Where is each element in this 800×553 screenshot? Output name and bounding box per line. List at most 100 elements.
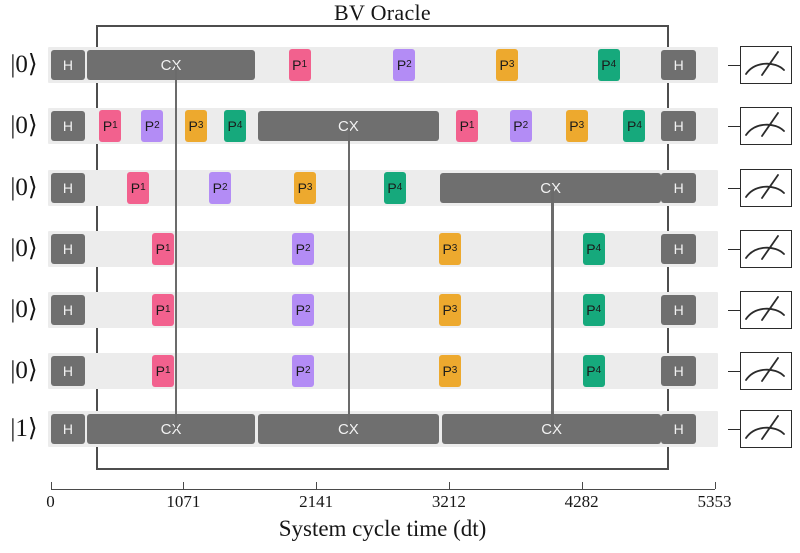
meter-icon[interactable] (740, 107, 792, 145)
qubit-row: |0⟩ H P 1 P 2 P 3 P 4 H (0, 229, 800, 269)
qubit-row: |0⟩ H P 1 P 2 P 3 P 4 H (0, 351, 800, 391)
gate-h[interactable]: H (50, 356, 86, 386)
axis-tick-label: 1071 (166, 492, 201, 511)
axis-tick (448, 482, 450, 489)
qubit-wire (47, 353, 718, 389)
qubit-init-state: |0⟩ (10, 357, 38, 384)
qubit-row: |1⟩ H CX CX CX H (0, 409, 800, 449)
qubit-init-state: |0⟩ (10, 112, 38, 139)
gate-h[interactable]: H (661, 295, 697, 325)
axis-tick (714, 482, 716, 489)
meter-icon[interactable] (740, 169, 792, 207)
cx-connector-line (174, 65, 178, 429)
qubit-row: |0⟩ H P 1 P 2 P 3 P 4 H (0, 290, 800, 330)
axis-tick-label: 3212 (431, 492, 466, 511)
gate-h[interactable]: H (50, 234, 86, 264)
axis-tick (581, 482, 583, 489)
meter-glyph (745, 415, 785, 440)
qubit-init-state: |1⟩ (10, 415, 38, 442)
gate-cx[interactable]: CX (257, 414, 439, 444)
measure-lead-wire (728, 65, 740, 66)
axis-tick-label: 5353 (697, 492, 732, 511)
meter-glyph (745, 235, 785, 260)
gate-h[interactable]: H (661, 414, 697, 444)
gate-h[interactable]: H (661, 173, 697, 203)
gate-h[interactable]: H (661, 50, 697, 80)
measure-lead-wire (728, 126, 740, 127)
qubit-init-state: |0⟩ (10, 296, 38, 323)
qubit-row: |0⟩HP1P2P3P4CXH (0, 168, 800, 208)
meter-glyph (745, 357, 785, 382)
axis-tick (183, 482, 185, 489)
meter-icon[interactable] (740, 230, 792, 268)
qubit-row: |0⟩ H CX P 1 P 2 P 3 P 4 H (0, 45, 800, 85)
measure-lead-wire (728, 188, 740, 189)
gate-h[interactable]: H (50, 414, 86, 444)
axis-tick-label: 2141 (299, 492, 334, 511)
meter-glyph (745, 112, 785, 137)
gate-h[interactable]: H (661, 356, 697, 386)
qubit-init-state: |0⟩ (10, 51, 38, 78)
axis-title: System cycle time (dt) (278, 516, 487, 541)
gate-h[interactable]: H (50, 173, 86, 203)
gate-cx[interactable]: CX (87, 50, 255, 80)
measure-lead-wire (728, 429, 740, 430)
meter-glyph (745, 51, 785, 76)
axis-tick-label: 4282 (564, 492, 599, 511)
measure-lead-wire (728, 249, 740, 250)
gate-h[interactable]: H (50, 295, 86, 325)
gate-h[interactable]: H (50, 50, 86, 80)
gate-h[interactable]: H (50, 111, 86, 141)
meter-icon[interactable] (740, 291, 792, 329)
meter-glyph (745, 296, 785, 321)
meter-icon[interactable] (740, 46, 792, 84)
cx-connector-line (347, 126, 351, 429)
axis-tick-label: 0 (46, 492, 55, 511)
gate-h[interactable]: H (661, 234, 697, 264)
axis-tick (50, 482, 52, 489)
qubit-wire (47, 231, 718, 267)
gate-cx[interactable]: CX (87, 414, 255, 444)
meter-glyph (745, 174, 785, 199)
meter-icon[interactable] (740, 410, 792, 448)
measure-lead-wire (728, 310, 740, 311)
axis-line (50, 489, 715, 490)
gate-cx[interactable]: CX (439, 173, 662, 203)
gate-h[interactable]: H (661, 111, 697, 141)
axis-tick (316, 482, 318, 489)
qubit-init-state: |0⟩ (10, 235, 38, 262)
qubit-row: |0⟩HP1P2P3P4CXP1P2P3P4H (0, 106, 800, 146)
meter-icon[interactable] (740, 352, 792, 390)
qubit-init-state: |0⟩ (10, 174, 38, 201)
cx-connector-line (551, 188, 554, 429)
